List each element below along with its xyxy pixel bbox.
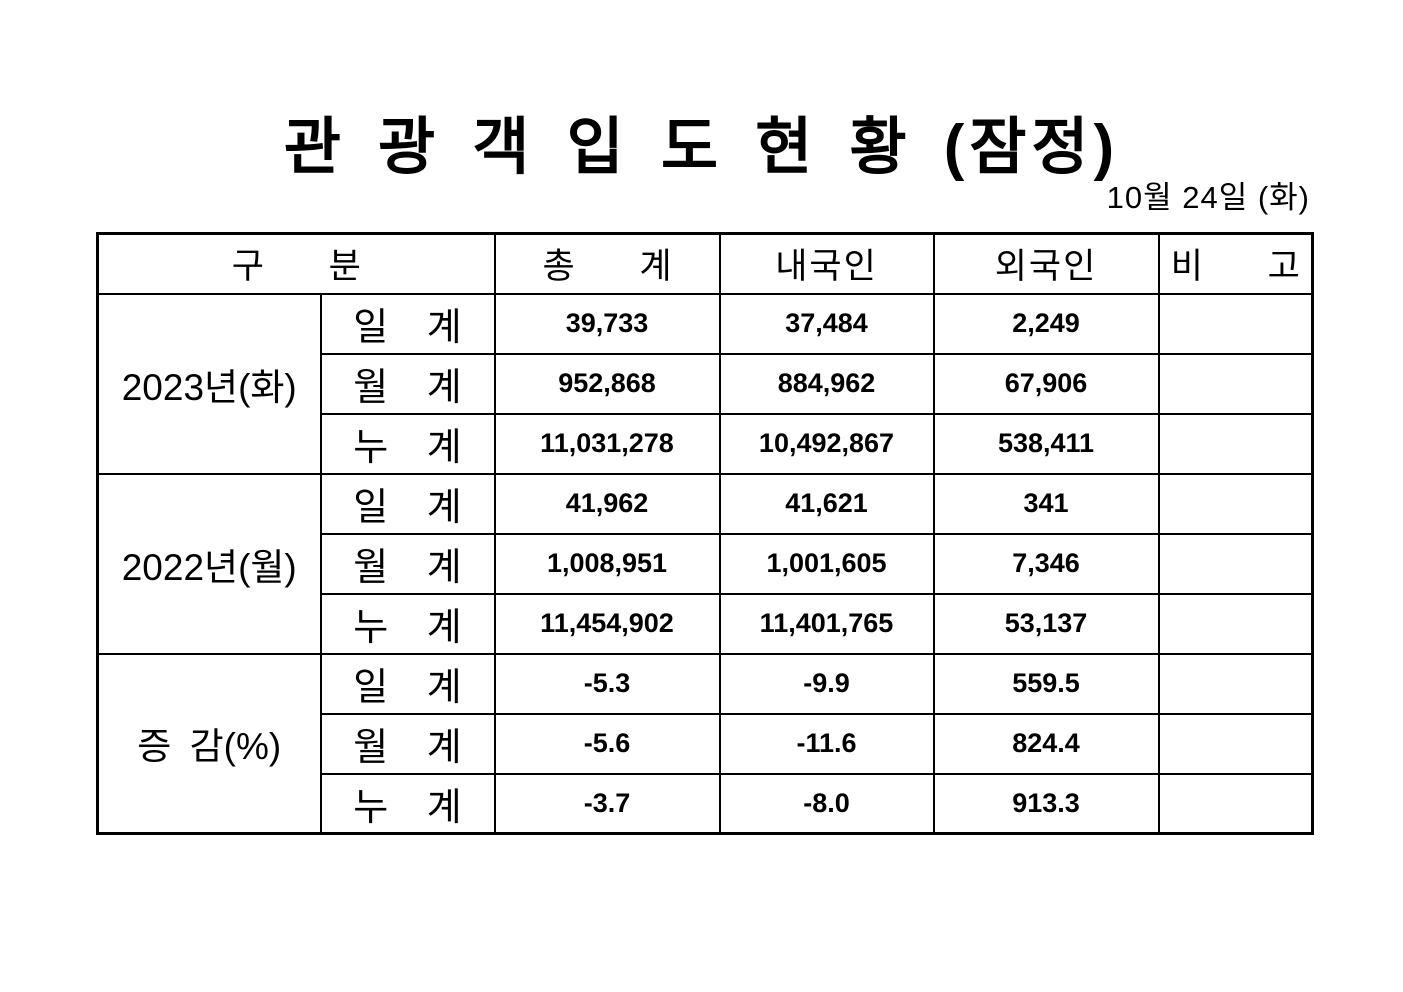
total-value-cell: 39,733 [493, 292, 721, 355]
table-row: 누 계 11,454,902 11,401,765 53,137 [98, 592, 1314, 655]
domestic-value-cell: 41,621 [718, 472, 935, 535]
page-title: 관 광 객 입 도 현 황 (잠정) [283, 113, 1120, 182]
total-value-cell: 11,454,902 [493, 592, 721, 655]
note-cell [1157, 292, 1314, 355]
row-label-cell: 월 계 [319, 712, 496, 775]
row-label-cell: 누 계 [319, 772, 496, 835]
domestic-value-cell: 37,484 [718, 292, 935, 355]
foreign-value-cell: 341 [932, 472, 1160, 535]
total-value-cell: -5.3 [493, 652, 721, 715]
row-label-cell: 누 계 [319, 412, 496, 475]
row-label-cell: 월 계 [319, 532, 496, 595]
report-date: 10월 24일 (화) [1106, 180, 1310, 215]
row-label-cell: 일 계 [319, 652, 496, 715]
foreign-value-cell: 53,137 [932, 592, 1160, 655]
foreign-value-cell: 7,346 [932, 532, 1160, 595]
total-value-cell: 952,868 [493, 352, 721, 415]
row-label-cell: 월 계 [319, 352, 496, 415]
note-cell [1157, 412, 1314, 475]
domestic-value-cell: 1,001,605 [718, 532, 935, 595]
table-row: 월 계 952,868 884,962 67,906 [98, 352, 1314, 415]
note-cell [1157, 712, 1314, 775]
domestic-value-cell: 10,492,867 [718, 412, 935, 475]
note-cell [1157, 772, 1314, 835]
header-note-cell: 비 고 [1157, 232, 1314, 295]
row-label-cell: 일 계 [319, 292, 496, 355]
foreign-value-cell: 538,411 [932, 412, 1160, 475]
note-cell [1157, 652, 1314, 715]
total-value-cell: 11,031,278 [493, 412, 721, 475]
table-row: 2022년(월) 일 계 41,962 41,621 341 [96, 472, 1314, 655]
foreign-value-cell: 2,249 [932, 292, 1160, 355]
table-row: 월 계 1,008,951 1,001,605 7,346 [98, 532, 1314, 595]
group-change-label-cell: 증 감(%) [96, 652, 322, 835]
header-row: 구 분 총 계 내국인 외국인 비 고 [96, 232, 1314, 295]
row-label-cell: 일 계 [319, 472, 496, 535]
total-value-cell: -3.7 [493, 772, 721, 835]
header-domestic-cell: 내국인 [718, 232, 935, 295]
foreign-value-cell: 824.4 [932, 712, 1160, 775]
row-label-cell: 누 계 [319, 592, 496, 655]
header-total-cell: 총 계 [493, 232, 721, 295]
table-row: 누 계 11,031,278 10,492,867 538,411 [98, 412, 1314, 475]
domestic-value-cell: -8.0 [718, 772, 935, 835]
group-2023-label-cell: 2023년(화) [96, 292, 322, 475]
table-row: 2023년(화) 일 계 39,733 37,484 2,249 [96, 292, 1314, 475]
note-cell [1157, 532, 1314, 595]
domestic-value-cell: -11.6 [718, 712, 935, 775]
domestic-value-cell: 11,401,765 [718, 592, 935, 655]
foreign-value-cell: 67,906 [932, 352, 1160, 415]
note-cell [1157, 592, 1314, 655]
domestic-value-cell: 884,962 [718, 352, 935, 415]
table-row: 증 감(%) 일 계 -5.3 -9.9 559.5 [96, 652, 1314, 835]
total-value-cell: 41,962 [493, 472, 721, 535]
note-cell [1157, 352, 1314, 415]
note-cell [1157, 472, 1314, 535]
group-2022-label-cell: 2022년(월) [96, 472, 322, 655]
domestic-value-cell: -9.9 [718, 652, 935, 715]
total-value-cell: 1,008,951 [493, 532, 721, 595]
foreign-value-cell: 913.3 [932, 772, 1160, 835]
header-foreign-cell: 외국인 [932, 232, 1160, 295]
header-category-cell: 구 분 [96, 232, 496, 295]
total-value-cell: -5.6 [493, 712, 721, 775]
foreign-value-cell: 559.5 [932, 652, 1160, 715]
tourist-stats-table: 구 분 총 계 내국인 외국인 비 고 2023년(화) 일 계 39,733 … [96, 232, 1314, 835]
table-row: 누 계 -3.7 -8.0 913.3 [98, 772, 1314, 835]
table-row: 월 계 -5.6 -11.6 824.4 [98, 712, 1314, 775]
